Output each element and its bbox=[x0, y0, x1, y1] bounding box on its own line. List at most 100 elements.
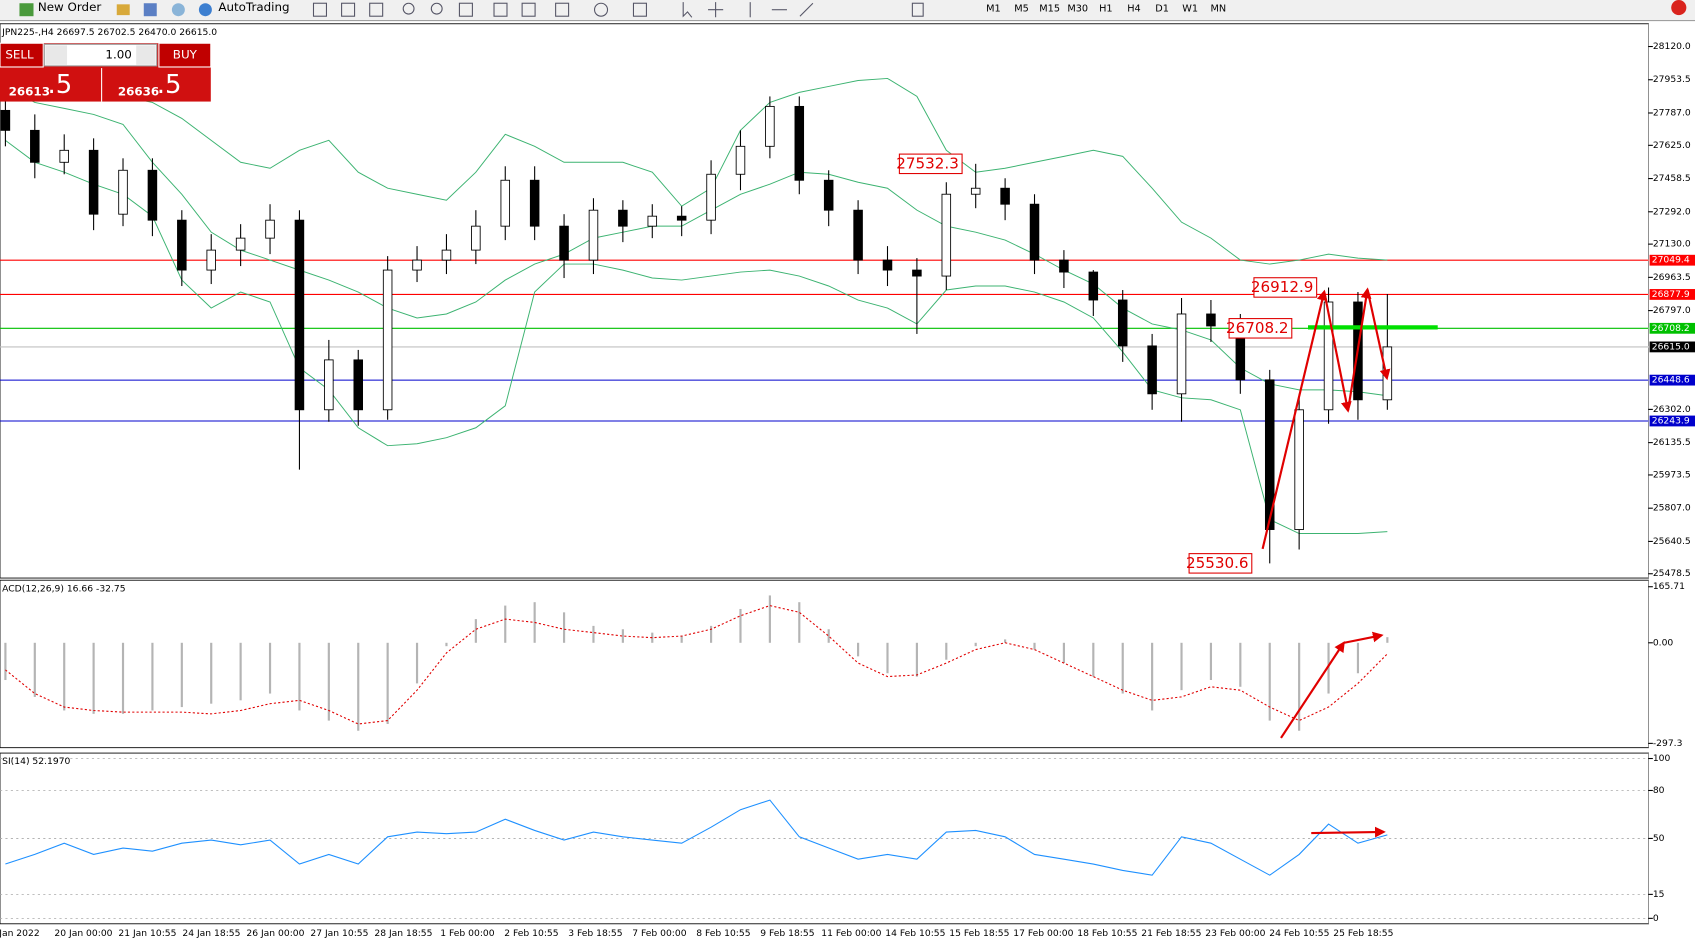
panel-title: SI(14) 52.1970 bbox=[2, 756, 70, 767]
timeframe-button[interactable]: W1 bbox=[1182, 4, 1198, 15]
x-tick-label: 7 Feb 00:00 bbox=[632, 928, 687, 939]
candle-body bbox=[412, 259, 422, 271]
x-tick-label: 8 Feb 10:55 bbox=[696, 928, 751, 939]
candle-body bbox=[353, 359, 363, 411]
macd-bar bbox=[974, 642, 977, 647]
ask-price[interactable]: 26636 bbox=[118, 84, 159, 98]
price-level-label: 27049.4 bbox=[1652, 255, 1690, 266]
buy-label[interactable]: BUY bbox=[173, 48, 198, 62]
volume-up[interactable] bbox=[136, 45, 156, 65]
y-tick-label: 26135.5 bbox=[1653, 437, 1691, 448]
zoom-out[interactable] bbox=[430, 2, 443, 15]
timeframe-button[interactable]: MN bbox=[1210, 4, 1226, 15]
text-tool[interactable] bbox=[911, 2, 924, 17]
indicator-line bbox=[5, 799, 1388, 876]
candle-body bbox=[1088, 271, 1099, 301]
macd-bar bbox=[1151, 642, 1154, 711]
tool-icon[interactable] bbox=[369, 2, 384, 17]
candle-body bbox=[706, 173, 716, 221]
macd-bar bbox=[239, 642, 242, 701]
macd-bar bbox=[1092, 642, 1095, 677]
autotrading-icon[interactable] bbox=[198, 3, 212, 17]
timeframe-button[interactable]: M30 bbox=[1067, 4, 1088, 15]
timeframe-button[interactable]: M1 bbox=[986, 4, 1001, 15]
x-tick-label: 21 Feb 18:55 bbox=[1141, 928, 1201, 939]
volume-value[interactable]: 1.00 bbox=[105, 48, 131, 62]
autotrading-button[interactable]: AutoTrading bbox=[218, 0, 289, 14]
x-tick-label: 26 Jan 00:00 bbox=[246, 928, 304, 939]
price-level-tag bbox=[1649, 374, 1695, 386]
crosshair-tool[interactable] bbox=[708, 2, 724, 18]
macd-bar bbox=[474, 619, 477, 643]
cursor-tool[interactable] bbox=[682, 2, 693, 18]
macd-bar bbox=[680, 636, 683, 643]
toolbar: New Order AutoTrading M1 M5 M15 M30 H1 H4 D1 W1… bbox=[0, 0, 1695, 22]
toolbar-icon[interactable] bbox=[171, 3, 185, 17]
macd-bar bbox=[327, 642, 330, 721]
toolbar-icon[interactable] bbox=[116, 4, 130, 16]
x-tick-label: 14 Feb 10:55 bbox=[885, 928, 945, 939]
macd-bar bbox=[1356, 642, 1360, 674]
volume-input[interactable] bbox=[43, 43, 158, 67]
price-level-label: 26243.9 bbox=[1652, 415, 1690, 426]
notification-badge[interactable] bbox=[1671, 0, 1687, 16]
sell-label[interactable]: SELL bbox=[5, 48, 34, 62]
timeframe-button[interactable]: H1 bbox=[1099, 4, 1113, 15]
macd-bar bbox=[621, 629, 624, 643]
candle-body bbox=[912, 269, 922, 277]
x-tick-label: 15 Feb 18:55 bbox=[949, 928, 1009, 939]
x-tick-label: Jan 2022 bbox=[0, 928, 40, 939]
macd-bar bbox=[298, 642, 301, 711]
chart-panel: 100 80 50 15 0 SI(14) 52.1970 Jan 2022 20 Jan 0… bbox=[0, 752, 1695, 939]
macd-bar bbox=[857, 642, 860, 657]
candle-body bbox=[206, 249, 216, 271]
y-tick-label: 100 bbox=[1653, 753, 1671, 764]
y-tick-label: 25478.5 bbox=[1653, 568, 1691, 579]
sell-button[interactable] bbox=[0, 42, 44, 68]
ask-pips[interactable]: .5 bbox=[157, 70, 182, 100]
timeframe-button[interactable]: H4 bbox=[1127, 4, 1141, 15]
y-tick-label: 25807.0 bbox=[1653, 503, 1691, 514]
timeframe-button[interactable]: D1 bbox=[1155, 4, 1169, 15]
macd-bar bbox=[504, 605, 507, 643]
tool-icon[interactable] bbox=[312, 2, 328, 17]
candle-body bbox=[1147, 345, 1157, 395]
buy-button[interactable] bbox=[158, 42, 212, 68]
timeframe-button[interactable]: M15 bbox=[1039, 4, 1060, 15]
price-level-label: 26877.9 bbox=[1652, 289, 1690, 300]
candle-body bbox=[441, 249, 452, 261]
timeframes: M1 M5 M15 M30 H1 H4 D1 W1 MN bbox=[986, 4, 1226, 15]
toolbar-icon[interactable] bbox=[143, 3, 157, 17]
trendline-tool[interactable] bbox=[799, 2, 814, 17]
tool-icon[interactable] bbox=[341, 2, 356, 17]
macd-bar bbox=[268, 642, 272, 694]
candle-body bbox=[0, 109, 11, 131]
timeframe-button[interactable]: M5 bbox=[1014, 4, 1029, 15]
y-tick-label: 165.71 bbox=[1653, 581, 1685, 592]
macd-bar bbox=[357, 642, 360, 731]
candle-body bbox=[1323, 301, 1334, 411]
volume-down[interactable] bbox=[45, 45, 68, 65]
bid-price[interactable]: 26613 bbox=[9, 84, 50, 98]
tool-icon[interactable] bbox=[594, 2, 609, 17]
price-level-tag bbox=[1649, 289, 1695, 300]
chart-panel: 165.71 0.00 -297.3 ACD(12,26,9) 16.66 -32.7… bbox=[0, 579, 1695, 749]
x-tick-label: 25 Feb 18:55 bbox=[1333, 928, 1393, 939]
new-order-icon[interactable] bbox=[19, 3, 34, 17]
price-scale-bg bbox=[1648, 753, 1695, 924]
bid-pips[interactable]: .5 bbox=[48, 70, 73, 100]
tool-icon[interactable] bbox=[632, 2, 647, 17]
drawn-arrow bbox=[1343, 631, 1384, 644]
candle-body bbox=[794, 105, 805, 181]
y-tick-label: 15 bbox=[1653, 889, 1665, 900]
tool-icon[interactable] bbox=[493, 2, 508, 17]
zoom-in[interactable] bbox=[402, 2, 415, 15]
y-tick-label: 27953.5 bbox=[1653, 74, 1691, 85]
new-order-button[interactable]: New Order bbox=[38, 0, 102, 14]
x-tick-label: 17 Feb 00:00 bbox=[1013, 928, 1073, 939]
macd-bar bbox=[739, 608, 742, 643]
tool-icon[interactable] bbox=[555, 2, 570, 17]
tool-icon[interactable] bbox=[521, 2, 536, 17]
candle-body bbox=[147, 169, 158, 221]
tool-icon[interactable] bbox=[458, 2, 473, 17]
